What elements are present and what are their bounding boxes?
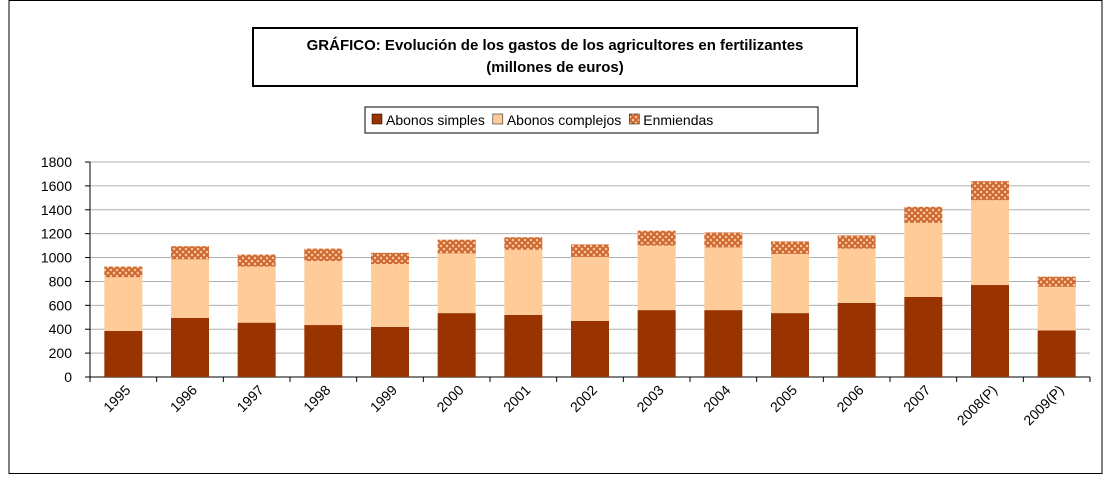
bar-segment	[837, 302, 876, 377]
bar-segment	[237, 254, 276, 267]
bar-segment	[771, 313, 809, 377]
chart-title: GRÁFICO: Evolución de los gastos de los …	[307, 37, 804, 54]
bar-segment	[1037, 276, 1076, 287]
bar-segment	[371, 252, 409, 265]
bar-segment	[304, 325, 343, 377]
bar-segment	[371, 264, 409, 327]
bar-segment	[637, 245, 676, 311]
bar-segment	[437, 313, 476, 377]
y-tick-label: 400	[49, 321, 73, 337]
bar-segment	[1037, 330, 1076, 377]
bar-segment	[104, 331, 143, 377]
bar-segment	[571, 256, 609, 321]
bar-segment	[571, 320, 609, 377]
bar-segment	[704, 310, 743, 377]
y-tick-label: 800	[49, 273, 73, 289]
bar-segment	[171, 259, 209, 318]
bar-segment	[637, 230, 676, 246]
bar-segment	[904, 206, 943, 223]
bar-segment	[771, 253, 809, 314]
y-tick-label: 1200	[41, 226, 72, 242]
legend-label: Abonos simples	[386, 112, 485, 128]
bar-segment	[304, 261, 343, 326]
bar-segment	[637, 310, 676, 377]
bar-segment	[837, 248, 876, 303]
bar-segment	[171, 246, 209, 260]
bar-segment	[771, 241, 809, 254]
bar-segment	[504, 314, 543, 377]
bar-segment	[1037, 286, 1076, 331]
y-tick-label: 0	[64, 369, 72, 385]
bar-segment	[171, 317, 209, 377]
y-tick-label: 1600	[41, 178, 72, 194]
bar-segment	[437, 253, 476, 314]
y-tick-label: 1400	[41, 202, 72, 218]
bar-segment	[904, 222, 943, 297]
bar-segment	[504, 237, 543, 250]
legend-swatch	[492, 113, 504, 125]
chart-subtitle: (millones de euros)	[486, 59, 624, 76]
bar-segment	[237, 322, 276, 377]
legend-box	[364, 106, 819, 134]
y-tick-label: 600	[49, 297, 73, 313]
y-tick-label: 1000	[41, 250, 72, 266]
legend-swatch	[371, 113, 383, 125]
bar-segment	[571, 244, 609, 257]
bar-segment	[437, 239, 476, 254]
bar-segment	[237, 266, 276, 323]
legend-label: Abonos complejos	[507, 112, 621, 128]
y-tick-label: 1800	[41, 154, 72, 170]
bar-segment	[837, 235, 876, 249]
bar-segment	[104, 266, 143, 278]
bar-segment	[704, 232, 743, 248]
bar-segment	[504, 249, 543, 315]
bar-segment	[971, 285, 1009, 377]
bar-segment	[304, 248, 343, 262]
title-box	[252, 27, 858, 87]
legend-swatch	[628, 113, 640, 125]
bar-segment	[704, 247, 743, 311]
bar-segment	[104, 277, 143, 332]
bar-segment	[971, 181, 1009, 201]
y-tick-label: 200	[49, 345, 73, 361]
bar-segment	[971, 200, 1009, 286]
bar-segment	[904, 296, 943, 377]
legend-label: Enmiendas	[643, 112, 713, 128]
bar-segment	[371, 326, 409, 377]
